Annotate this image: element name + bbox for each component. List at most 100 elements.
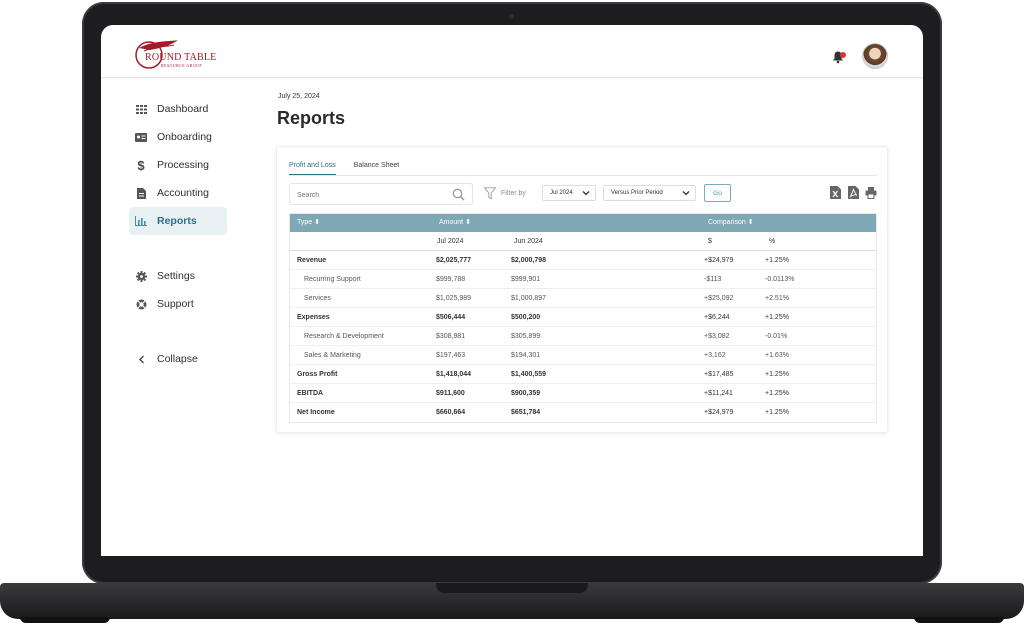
report-tabs: Profit and Loss Balance Sheet <box>289 157 417 175</box>
pdf-export-icon[interactable] <box>848 186 859 199</box>
report-card: Profit and Loss Balance Sheet Filter by … <box>276 146 888 433</box>
row-jul-amount: $1,025,989 <box>436 295 472 302</box>
print-icon[interactable] <box>865 186 877 199</box>
row-dollar-change: +$11,241 <box>704 390 733 397</box>
comparison-column-header[interactable]: Comparison ⬍ <box>708 219 754 226</box>
row-dollar-change: +$17,485 <box>704 371 734 378</box>
dollar-change-header: $ <box>708 238 712 245</box>
table-row: Net Income $660,664 $651,784 +$24,979 +1.25% <box>290 403 876 422</box>
table-body: Revenue $2,025,777 $2,000,798 +$24,979 +1.25… <box>290 251 876 422</box>
top-bar: ROUND TABLE RESOURCE GROUP <box>101 25 923 78</box>
laptop-notch <box>436 583 588 593</box>
row-jun-amount: $305,899 <box>511 333 541 340</box>
row-type: Expenses <box>297 314 330 321</box>
sidebar-item-label: Support <box>157 298 194 310</box>
tab-profit-and-loss[interactable]: Profit and Loss <box>289 157 336 175</box>
type-column-header[interactable]: Type ⬍ <box>297 219 320 226</box>
sidebar-item-label: Reports <box>157 215 197 227</box>
page-title: Reports <box>277 108 346 128</box>
sidebar-item-processing[interactable]: $ Processing <box>129 151 227 179</box>
search-input[interactable] <box>290 185 440 206</box>
sidebar-item-support[interactable]: Support <box>129 290 227 318</box>
sidebar-item-label: Onboarding <box>157 131 212 143</box>
row-jun-amount: $1,000,897 <box>511 295 547 302</box>
sidebar-item-accounting[interactable]: Accounting <box>129 179 227 207</box>
laptop-foot <box>20 617 110 623</box>
tab-balance-sheet[interactable]: Balance Sheet <box>353 162 400 169</box>
logo-icon[interactable] <box>134 38 214 70</box>
app-screen: ROUND TABLE RESOURCE GROUP Dashboard Onb… <box>101 25 923 556</box>
row-dollar-change: +$24,979 <box>704 409 734 416</box>
row-jun-amount: $500,200 <box>511 314 541 321</box>
id-card-icon <box>135 131 147 143</box>
filter-icon <box>484 187 496 200</box>
row-percent-change: +1.25% <box>765 409 789 416</box>
table-row: Services $1,025,989 $1,000,897 +$25,092 +2.5… <box>290 289 876 308</box>
row-jun-amount: $1,400,559 <box>511 371 547 378</box>
go-button[interactable]: Go <box>704 184 731 202</box>
support-icon <box>135 298 147 310</box>
month-select-value: Jul 2024 <box>550 190 573 196</box>
jul-column-header: Jul 2024 <box>437 238 464 245</box>
row-percent-change: +1.25% <box>765 314 789 321</box>
table-row: Revenue $2,025,777 $2,000,798 +$24,979 +1.25… <box>290 251 876 270</box>
jun-column-header: Jun 2024 <box>514 238 543 245</box>
row-type: Revenue <box>297 257 327 264</box>
brand-subtitle: RESOURCE GROUP <box>161 63 203 68</box>
tabs-divider <box>289 175 877 176</box>
row-dollar-change: +3,162 <box>704 352 726 359</box>
row-dollar-change: +$6,244 <box>704 314 730 321</box>
row-jun-amount: $194,301 <box>511 352 541 359</box>
row-jul-amount: $1,418,044 <box>436 371 472 378</box>
collapse-label: Collapse <box>157 353 198 365</box>
table-subheader: Jul 2024 Jun 2024 $ % <box>290 232 876 251</box>
row-jul-amount: $660,664 <box>436 409 466 416</box>
sidebar-item-dashboard[interactable]: Dashboard <box>129 95 227 123</box>
table-row: Research & Development $308,981 $305,899 +$… <box>290 327 876 346</box>
document-icon <box>135 187 147 199</box>
amount-column-header[interactable]: Amount ⬍ <box>439 219 471 226</box>
row-percent-change: +2.51% <box>765 295 789 302</box>
table-row: Gross Profit $1,418,044 $1,400,559 +$17,485… <box>290 365 876 384</box>
table-row: Sales & Marketing $197,463 $194,301 +3,162 +… <box>290 346 876 365</box>
chevron-left-icon <box>135 353 147 365</box>
row-jun-amount: $2,000,798 <box>511 257 547 264</box>
row-dollar-change: -$113 <box>704 276 722 283</box>
row-type: Services <box>304 295 331 302</box>
row-type: Research & Development <box>304 333 384 340</box>
sidebar-item-settings[interactable]: Settings <box>129 262 227 290</box>
row-type: Net Income <box>297 409 335 416</box>
collapse-button[interactable]: Collapse <box>129 345 227 373</box>
table-row: Expenses $506,444 $500,200 +$6,244 +1.25% <box>290 308 876 327</box>
sidebar-item-reports[interactable]: Reports <box>129 207 227 235</box>
comparison-select[interactable]: Versus Prior Period <box>603 185 696 201</box>
profit-loss-table: Type ⬍ Amount ⬍ Comparison ⬍ Jul 2024 Ju… <box>289 213 877 423</box>
sidebar-item-label: Settings <box>157 270 195 282</box>
row-jun-amount: $900,359 <box>511 390 541 397</box>
search-box <box>289 183 473 206</box>
sidebar-item-label: Dashboard <box>157 103 209 115</box>
camera <box>509 14 514 19</box>
search-icon[interactable] <box>452 188 465 201</box>
row-type: Gross Profit <box>297 371 338 378</box>
bar-chart-icon <box>135 215 147 227</box>
sidebar-item-onboarding[interactable]: Onboarding <box>129 123 227 151</box>
row-dollar-change: +$3,082 <box>704 333 730 340</box>
month-select[interactable]: Jul 2024 <box>542 185 596 201</box>
row-percent-change: +1.63% <box>765 352 789 359</box>
row-dollar-change: +$25,092 <box>704 295 734 302</box>
avatar[interactable] <box>862 43 888 69</box>
notification-badge <box>840 52 846 58</box>
excel-export-icon[interactable] <box>830 186 841 199</box>
report-date: July 25, 2024 <box>278 93 320 100</box>
filter-label: Filter by <box>501 190 526 197</box>
row-percent-change: -0.0113% <box>765 276 795 283</box>
row-jun-amount: $999,901 <box>511 276 541 283</box>
row-type: Sales & Marketing <box>304 352 361 359</box>
table-row: Recurring Support $999,788 $999,901 -$113 -0… <box>290 270 876 289</box>
grid-icon <box>135 103 147 115</box>
row-jul-amount: $308,981 <box>436 333 466 340</box>
chevron-down-icon <box>682 191 690 196</box>
row-percent-change: -0.01% <box>765 333 788 340</box>
sidebar-item-label: Processing <box>157 159 209 171</box>
